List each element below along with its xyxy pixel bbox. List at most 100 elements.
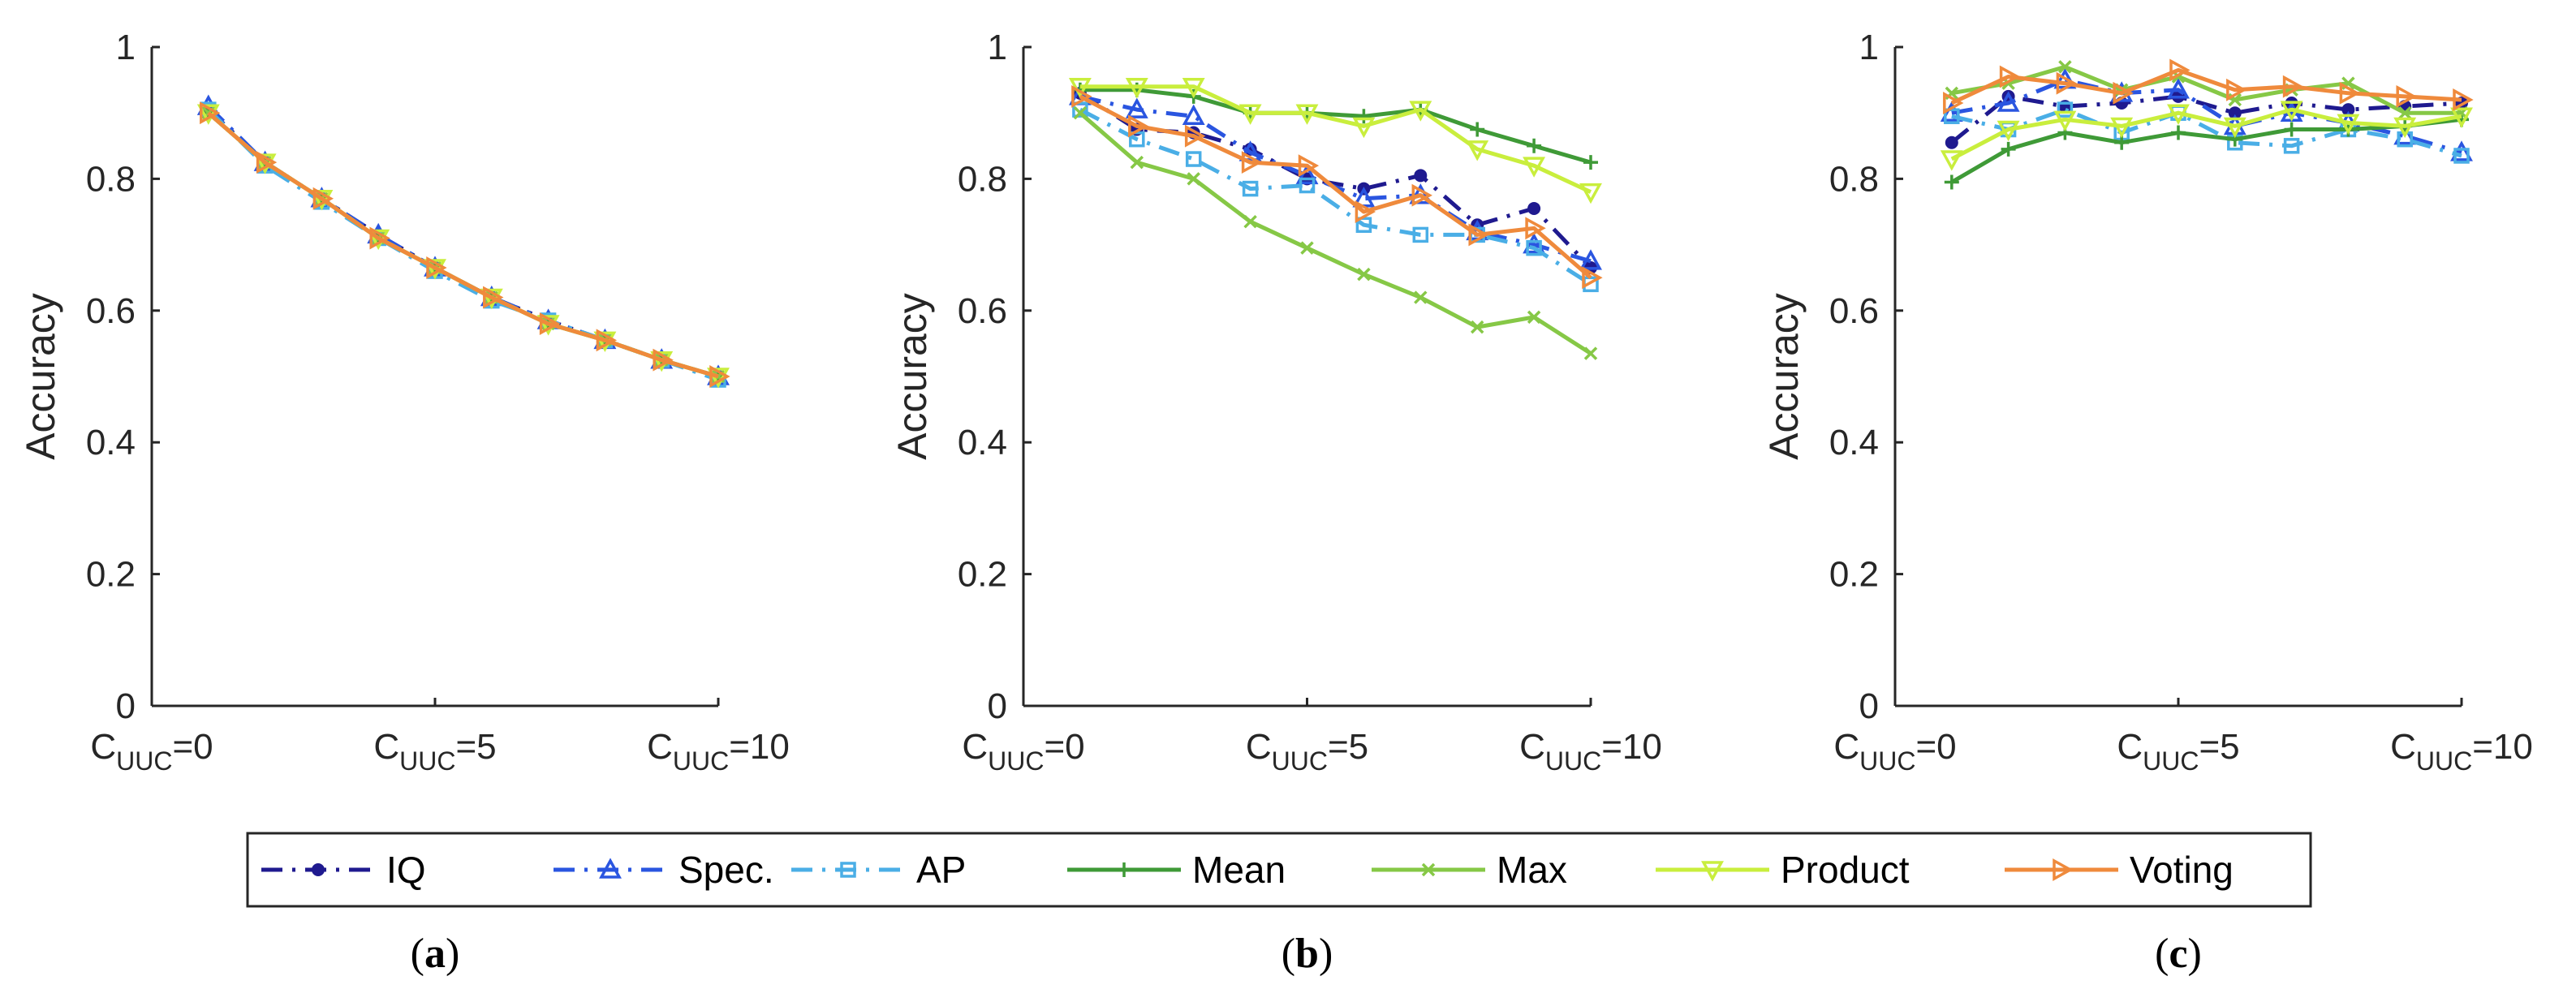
data-point-ap: [1355, 217, 1372, 233]
data-point-iq: [1527, 201, 1541, 215]
data-point-voting: [2113, 81, 2134, 105]
data-point-product: [2167, 104, 2190, 125]
data-point-product: [2053, 110, 2077, 131]
data-point-max: [1527, 310, 1541, 325]
data-point-voting: [653, 348, 674, 372]
data-point-voting: [1943, 92, 1964, 114]
data-point-mean: [2284, 122, 2299, 137]
y-tick-label: 0.6: [1829, 291, 1879, 331]
x-tick-label: CUUC=5: [373, 727, 496, 776]
data-point-max: [1414, 290, 1428, 304]
y-tick-label: 0.4: [1829, 423, 1879, 462]
data-point-voting: [1128, 114, 1149, 138]
data-point-spec: [2450, 140, 2473, 161]
data-point-voting: [539, 312, 561, 335]
data-point-ap: [1242, 180, 1259, 197]
legend-item-max: Max: [1372, 849, 1567, 891]
series-line-voting: [1079, 94, 1592, 280]
data-point-iq: [1945, 135, 1958, 149]
data-point-voting: [1411, 183, 1432, 207]
data-point-voting: [2169, 58, 2190, 82]
series-line-mean: [1079, 88, 1592, 165]
data-point-product: [1352, 117, 1376, 139]
y-tick-label: 0.4: [958, 423, 1007, 462]
data-point-voting: [2453, 88, 2474, 111]
legend-marker-mean: [1117, 862, 1131, 877]
data-point-product: [1068, 77, 1092, 99]
data-point-voting: [1298, 154, 1320, 178]
legend-item-mean: Mean: [1067, 849, 1286, 891]
data-point-mean: [2001, 141, 2016, 157]
series-voting: [1071, 84, 1603, 290]
data-point-ap: [2283, 138, 2300, 154]
data-point-voting: [2396, 84, 2417, 108]
series-line-voting: [1950, 67, 2462, 105]
data-point-voting: [1241, 151, 1263, 174]
data-point-voting: [1355, 200, 1376, 223]
series-product: [1940, 101, 2473, 171]
legend-marker-product: [1701, 861, 1724, 882]
data-point-max: [1583, 346, 1598, 360]
legend-label-iq: IQ: [386, 849, 426, 891]
series-max: [1073, 105, 1598, 360]
legend: IQ Spec. AP Mean Max Product Voting: [246, 832, 2312, 908]
data-point-voting: [1071, 84, 1092, 108]
data-point-voting: [426, 256, 447, 279]
series-line-ap: [1951, 107, 2462, 158]
data-point-product: [1579, 183, 1602, 204]
data-point-voting: [709, 365, 730, 388]
legend-label-voting: Voting: [2130, 849, 2234, 891]
panels: 0 0.2 0.4 0.6 0.8 1 CUUC=0 CUUC=5 CUUC=10 Accurac…: [18, 28, 2533, 776]
legend-box: [246, 832, 2312, 908]
data-point-product: [2337, 114, 2360, 135]
data-point-product: [1523, 157, 1546, 178]
data-point-spec: [1997, 91, 2020, 112]
data-point-spec: [1182, 104, 1205, 126]
y-tick-label: 0: [988, 686, 1007, 726]
data-point-max: [1300, 241, 1314, 255]
series-line-voting: [207, 111, 719, 379]
data-point-product: [2450, 107, 2473, 128]
legend-item-spec: Spec.: [554, 849, 774, 891]
chart-panel-1: 0 0.2 0.4 0.6 0.8 1 CUUC=0 CUUC=5 CUUC=10 Accurac…: [18, 28, 790, 776]
data-point-mean: [1470, 122, 1485, 137]
y-tick-label: 1: [1859, 28, 1879, 67]
data-point-ap: [1072, 101, 1088, 118]
data-point-voting: [312, 187, 334, 210]
data-point-product: [2393, 117, 2417, 139]
data-point-voting: [483, 286, 504, 309]
legend-label-max: Max: [1497, 849, 1567, 891]
y-tick-label: 1: [116, 28, 136, 67]
data-point-spec: [1125, 97, 1148, 118]
legend-marker-max: [1421, 862, 1436, 877]
data-point-mean: [1527, 138, 1542, 153]
data-point-ap: [1944, 108, 1960, 125]
data-point-product: [196, 104, 220, 125]
data-point-mean: [1944, 174, 1959, 190]
data-point-voting: [1582, 266, 1603, 290]
data-point-max: [2058, 60, 2072, 74]
data-point-max: [2397, 105, 2412, 120]
x-tick-label: CUUC=10: [647, 727, 790, 776]
legend-label-mean: Mean: [1192, 849, 1286, 891]
data-point-spec: [1238, 140, 1262, 161]
data-point-product: [1182, 77, 1205, 99]
legend-item-product: Product: [1656, 849, 1910, 891]
legend-item-iq: IQ: [261, 849, 426, 891]
data-point-product: [1940, 150, 1963, 171]
y-tick-label: 0.8: [1829, 159, 1879, 199]
y-tick-label: 0.8: [958, 159, 1007, 199]
series-line-max: [1079, 111, 1592, 355]
data-point-product: [1409, 101, 1432, 122]
x-tick-label: CUUC=10: [2390, 727, 2533, 776]
data-point-mean: [1356, 109, 1372, 124]
data-point-voting: [2056, 71, 2078, 95]
data-point-voting: [200, 101, 221, 125]
data-point-mean: [2171, 125, 2186, 140]
data-point-product: [2280, 101, 2303, 122]
series-voting: [200, 101, 730, 388]
x-tick-label: CUUC=10: [1519, 727, 1662, 776]
y-axis-label: Accuracy: [890, 293, 935, 460]
chart-panel-2: 0 0.2 0.4 0.6 0.8 1 CUUC=0 CUUC=5 CUUC=10 Accurac…: [890, 28, 1662, 776]
y-axis-label: Accuracy: [1761, 293, 1807, 460]
